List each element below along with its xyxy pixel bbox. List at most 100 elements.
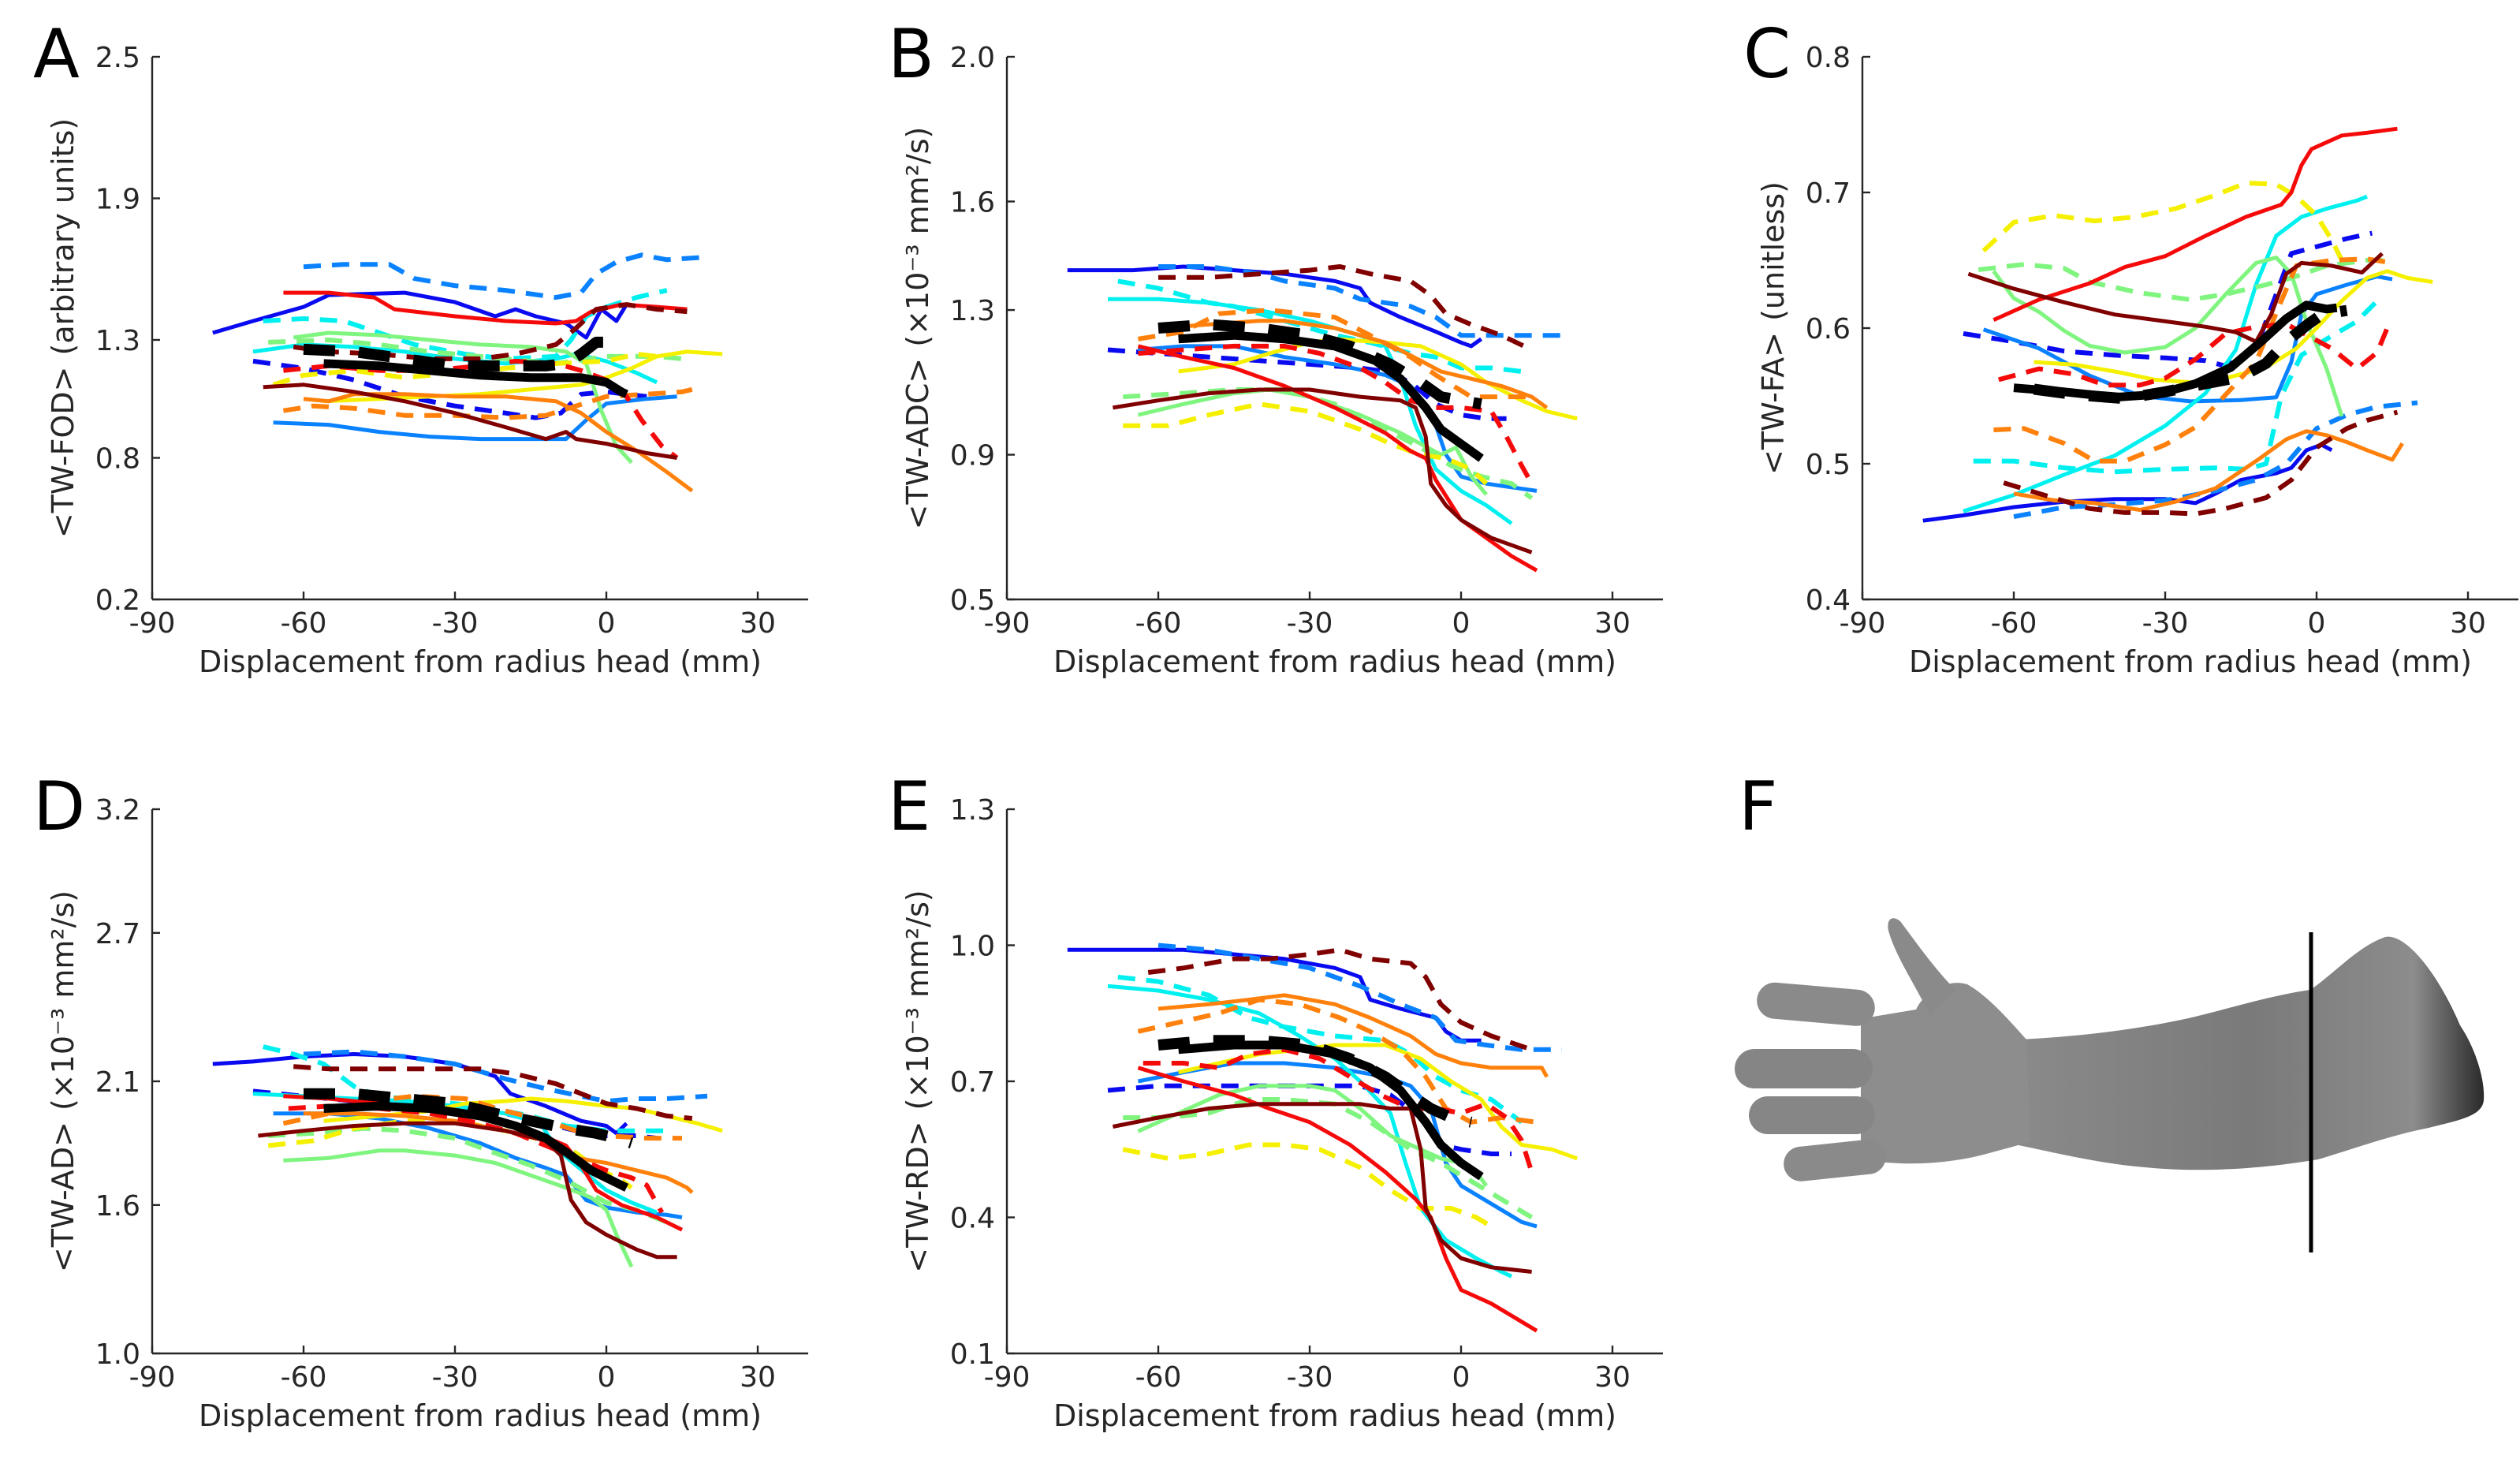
x-tick-label: 0 [598, 607, 616, 640]
series-line-subject-8-dashed-lightgreen [1123, 1097, 1534, 1220]
series-line-subject-4-dashed-dodgerblue [2013, 400, 2418, 520]
series-line-subject-14-dashed-red [283, 358, 679, 460]
x-tick-label: -30 [432, 607, 479, 640]
series-line-subject-1-solid-blue [1067, 264, 1483, 349]
panel-letter-a: A [33, 15, 80, 94]
x-axis-label: Displacement from radius head (mm) [1909, 644, 2472, 679]
x-tick-label: 30 [2450, 607, 2486, 640]
y-axis-label-main: <TW-AD> [46, 1122, 80, 1272]
x-tick-label: -30 [1287, 1361, 1333, 1394]
x-tick-label: -90 [984, 1361, 1031, 1394]
x-tick-label: 30 [1594, 607, 1631, 640]
y-tick-label: 0.7 [1806, 177, 1851, 210]
y-axis-label-main: <TW-ADC> [900, 358, 935, 530]
y-axis-label: <TW-ADC> (×10⁻³ mm²/s) [900, 127, 935, 530]
series-line-subject-16-dashed-darkred [1147, 947, 1533, 1052]
x-tick-label: 0 [598, 1361, 616, 1394]
series-group [212, 252, 723, 493]
forearm-shape [2019, 936, 2485, 1170]
y-axis-label: <TW-AD> (×10⁻³ mm²/s) [46, 890, 80, 1272]
x-tick-label: -60 [281, 607, 327, 640]
series-line-subject-14-dashed-red [1998, 321, 2390, 388]
series-line-subject-2-dashed-blue [252, 358, 647, 420]
y-tick-label: 2.5 [95, 42, 140, 74]
y-tick-label: 0.1 [950, 1338, 995, 1371]
y-tick-label: 1.3 [950, 794, 995, 827]
x-axis-label: Displacement from radius head (mm) [1053, 644, 1616, 679]
x-tick-label: -30 [432, 1361, 479, 1394]
series-line-subject-15-solid-darkred [1967, 252, 2384, 344]
x-tick-label: -60 [1991, 607, 2037, 640]
series-line-subject-16-dashed-darkred [293, 302, 688, 361]
series-line-subject-10-dashed-yellow [1123, 401, 1489, 486]
series-line-subject-9-solid-yellow [1178, 337, 1578, 421]
y-axis-label-unit: (×10⁻³ mm²/s) [46, 890, 80, 1111]
series-line-subject-6-dashed-cyan [1973, 299, 2379, 475]
chart-panel-c: C 0.4 0.5 0.6 0.7 0.8 -90 -60 -30 0 30 Displacement… [1743, 15, 2518, 679]
series-line-subject-13-solid-red [1993, 126, 2398, 322]
series-line-subject-16-dashed-darkred [293, 1064, 693, 1121]
finger-middle [1735, 1049, 1873, 1088]
series-line-mean-solid [323, 359, 628, 398]
series-line-subject-3-solid-dodgerblue [273, 394, 677, 442]
y-tick-label: 1.3 [95, 325, 140, 357]
series-line-subject-16-dashed-darkred [1158, 264, 1533, 353]
series-line-subject-11-solid-orange [303, 392, 694, 493]
y-axis-label-main: <TW-RD> [900, 1121, 935, 1272]
chart-panel-b: B 0.5 0.9 1.3 1.6 2.0 -90 -60 -30 0 30 Displacement… [888, 15, 1663, 679]
y-tick-label: 0.6 [1806, 313, 1851, 345]
x-tick-label: -90 [129, 607, 176, 640]
y-tick-label: 0.4 [950, 1203, 995, 1235]
y-tick-label: 0.5 [950, 584, 995, 617]
y-tick-label: 1.6 [95, 1190, 140, 1222]
series-group [1067, 264, 1578, 573]
series-line-subject-11-solid-orange [1157, 319, 1549, 409]
thumb-shape [1888, 918, 1955, 1016]
y-tick-label: 0.5 [1806, 449, 1851, 481]
series-line-subject-5-solid-cyan [1963, 194, 2368, 513]
forearm-illustration [1735, 918, 2485, 1252]
y-tick-label: 0.2 [95, 584, 140, 617]
y-tick-label: 0.4 [1806, 584, 1851, 617]
series-line-subject-4-dashed-dodgerblue [303, 252, 703, 300]
series-line-subject-15-solid-darkred [1113, 387, 1533, 554]
series-line-subject-1-solid-blue [1067, 947, 1482, 1043]
y-tick-label: 0.8 [1806, 42, 1851, 74]
series-line-subject-15-solid-darkred [1112, 1102, 1532, 1274]
y-tick-label: 1.9 [95, 183, 140, 215]
chart-panel-e: E 0.1 0.4 0.7 1.0 1.3 -90 -60 -30 0 30 Displacement… [888, 767, 1663, 1433]
y-axis-label: <TW-FA> (unitless) [1756, 181, 1791, 475]
series-line-subject-11-solid-orange [1157, 993, 1549, 1078]
panel-letter-f: F [1739, 767, 1777, 846]
series-line-subject-6-dashed-cyan [263, 1044, 667, 1133]
x-tick-label: 30 [740, 607, 776, 640]
series-line-subject-11-solid-orange [2013, 429, 2404, 512]
y-axis-label: <TW-RD> (×10⁻³ mm²/s) [900, 890, 935, 1272]
y-tick-label: 2.0 [950, 42, 995, 74]
panel-letter-e: E [888, 767, 930, 846]
series-line-subject-13-solid-red [1137, 1066, 1538, 1333]
x-tick-label: 0 [1452, 1361, 1471, 1394]
series-line-subject-10-dashed-yellow [1122, 1142, 1493, 1229]
series-line-subject-9-solid-yellow [323, 349, 723, 404]
y-axis-label-main: <TW-FA> [1756, 332, 1791, 475]
series-line-subject-15-solid-darkred [263, 383, 677, 460]
series-line-subject-7-solid-lightgreen [293, 330, 633, 465]
finger-index [1757, 982, 1875, 1026]
series-line-mean-solid [323, 1101, 629, 1192]
series-line-subject-3-solid-dodgerblue [1982, 274, 2393, 404]
panel-letter-d: D [33, 767, 85, 846]
x-tick-label: -90 [129, 1361, 176, 1394]
y-tick-label: 1.3 [950, 295, 995, 327]
series-line-subject-9-solid-yellow [2034, 269, 2433, 385]
y-tick-label: 0.8 [95, 443, 140, 476]
x-tick-label: 0 [2308, 607, 2326, 640]
series-group [212, 1044, 723, 1268]
series-line-subject-1-solid-blue [212, 290, 628, 340]
series-line-subject-12-dashed-orange [282, 1093, 682, 1141]
series-line-mean-dashed [1157, 319, 1482, 410]
x-tick-label: -60 [1135, 1361, 1182, 1394]
palm-shape [1861, 983, 2030, 1164]
y-tick-label: 2.1 [95, 1066, 140, 1099]
